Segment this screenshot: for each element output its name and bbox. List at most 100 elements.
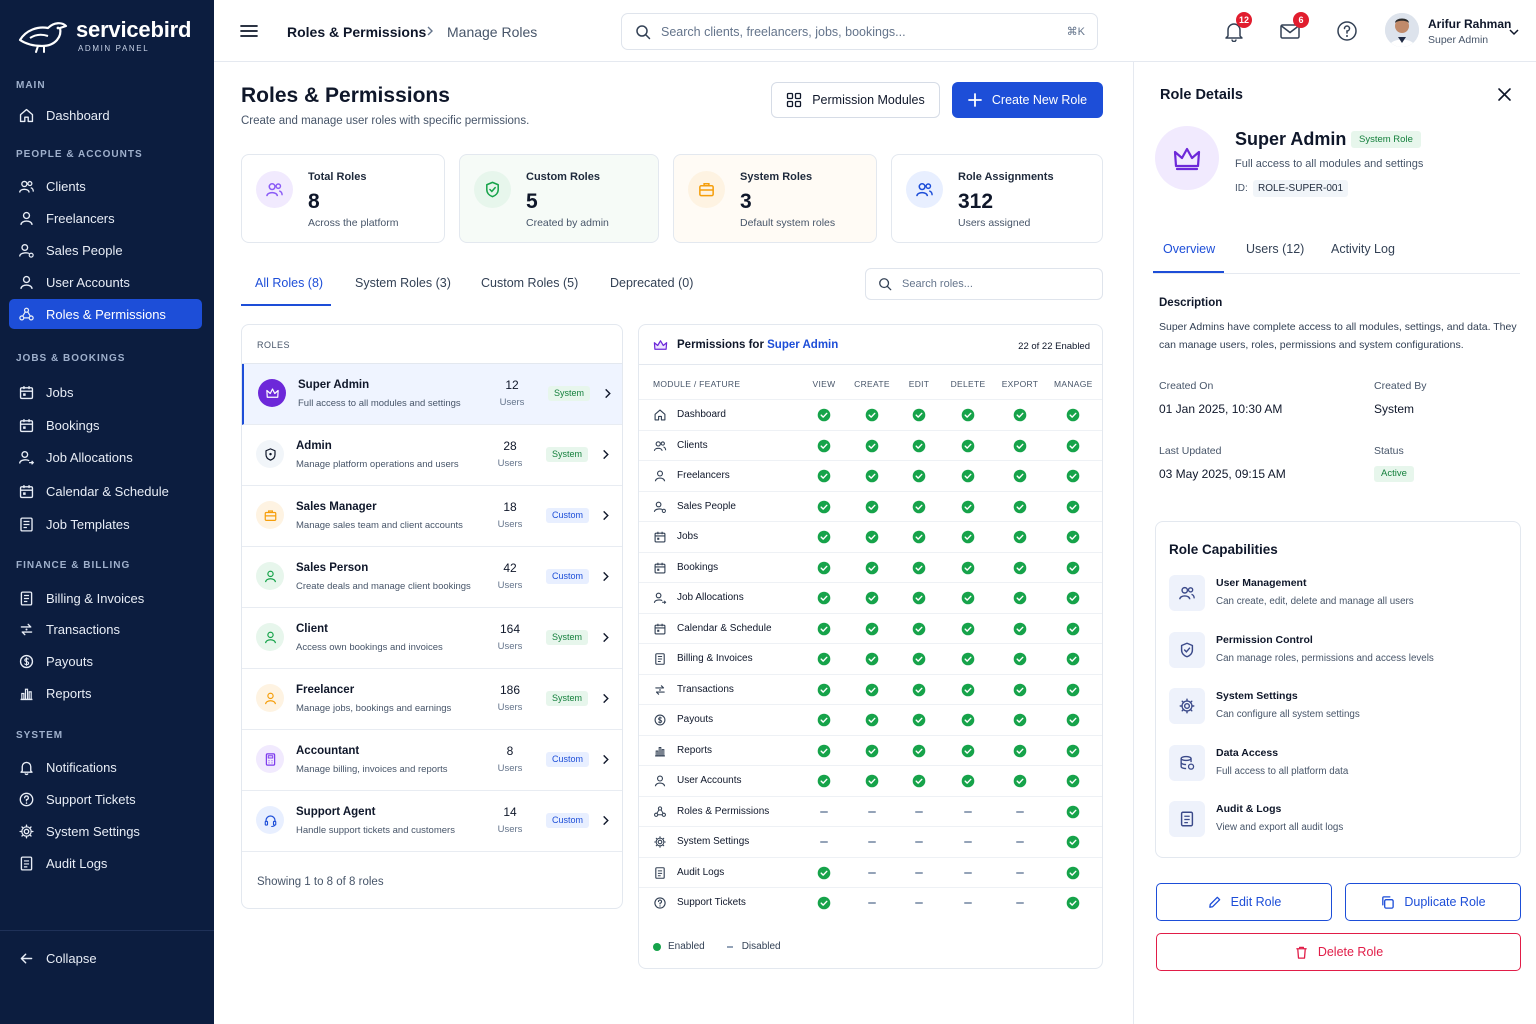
export-enabled-check-icon[interactable] [1013, 561, 1027, 575]
edit-enabled-check-icon[interactable] [912, 591, 926, 605]
view-enabled-check-icon[interactable] [817, 683, 831, 697]
delete-enabled-check-icon[interactable] [961, 561, 975, 575]
role-row-sales-person[interactable]: Sales Person Create deals and manage clie… [242, 547, 622, 608]
create-role-button[interactable]: Create New Role [952, 82, 1103, 118]
create-disabled-dash[interactable] [868, 902, 876, 904]
role-row-support-agent[interactable]: Support Agent Handle support tickets and … [242, 791, 622, 852]
tab-users[interactable]: Users (12) [1246, 242, 1305, 256]
edit-enabled-check-icon[interactable] [912, 652, 926, 666]
edit-role-button[interactable]: Edit Role [1156, 883, 1332, 921]
chevron-right-icon[interactable] [600, 449, 611, 460]
delete-enabled-check-icon[interactable] [961, 408, 975, 422]
export-enabled-check-icon[interactable] [1013, 774, 1027, 788]
manage-enabled-check-icon[interactable] [1066, 469, 1080, 483]
edit-disabled-dash[interactable] [915, 902, 923, 904]
view-enabled-check-icon[interactable] [817, 408, 831, 422]
tab-deprecated[interactable]: Deprecated (0) [610, 276, 694, 290]
help-icon[interactable] [1336, 20, 1358, 42]
view-enabled-check-icon[interactable] [817, 744, 831, 758]
view-disabled-dash[interactable] [820, 810, 828, 813]
export-disabled-dash[interactable] [1016, 902, 1024, 904]
delete-enabled-check-icon[interactable] [961, 530, 975, 544]
create-enabled-check-icon[interactable] [865, 439, 879, 453]
collapse-button[interactable]: Collapse [9, 943, 202, 973]
manage-enabled-check-icon[interactable] [1066, 622, 1080, 636]
delete-role-button[interactable]: Delete Role [1156, 933, 1521, 971]
edit-enabled-check-icon[interactable] [912, 713, 926, 727]
sidebar-item-system-settings[interactable]: System Settings [9, 816, 202, 846]
export-enabled-check-icon[interactable] [1013, 683, 1027, 697]
role-row-client[interactable]: Client Access own bookings and invoices 16… [242, 608, 622, 669]
breadcrumb-roles-permissions[interactable]: Roles & Permissions [287, 24, 427, 40]
sidebar-item-dashboard[interactable]: Dashboard [9, 100, 202, 130]
view-enabled-check-icon[interactable] [817, 439, 831, 453]
view-enabled-check-icon[interactable] [817, 896, 831, 910]
manage-enabled-check-icon[interactable] [1066, 683, 1080, 697]
manage-enabled-check-icon[interactable] [1066, 500, 1080, 514]
delete-disabled-dash[interactable] [964, 841, 972, 843]
create-enabled-check-icon[interactable] [865, 652, 879, 666]
delete-enabled-check-icon[interactable] [961, 469, 975, 483]
create-enabled-check-icon[interactable] [865, 591, 879, 605]
sidebar-item-user-accounts[interactable]: User Accounts [9, 267, 202, 297]
sidebar-item-payouts[interactable]: Payouts [9, 646, 202, 676]
delete-enabled-check-icon[interactable] [961, 622, 975, 636]
permission-modules-button[interactable]: Permission Modules [771, 82, 940, 118]
edit-disabled-dash[interactable] [915, 841, 923, 843]
tab-system-roles[interactable]: System Roles (3) [355, 276, 451, 290]
export-enabled-check-icon[interactable] [1013, 652, 1027, 666]
sidebar-item-roles-and-permissions[interactable]: Roles & Permissions [9, 299, 202, 329]
roles-search-input[interactable] [902, 278, 1092, 290]
create-enabled-check-icon[interactable] [865, 744, 879, 758]
delete-enabled-check-icon[interactable] [961, 591, 975, 605]
edit-disabled-dash[interactable] [915, 871, 923, 874]
export-enabled-check-icon[interactable] [1013, 744, 1027, 758]
create-enabled-check-icon[interactable] [865, 774, 879, 788]
role-row-freelancer[interactable]: Freelancer Manage jobs, bookings and earn… [242, 669, 622, 730]
export-enabled-check-icon[interactable] [1013, 439, 1027, 453]
sidebar-item-job-allocations[interactable]: Job Allocations [9, 442, 202, 472]
manage-enabled-check-icon[interactable] [1066, 744, 1080, 758]
chevron-right-icon[interactable] [600, 754, 611, 765]
edit-enabled-check-icon[interactable] [912, 530, 926, 544]
edit-enabled-check-icon[interactable] [912, 744, 926, 758]
sidebar-item-reports[interactable]: Reports [9, 678, 202, 708]
edit-disabled-dash[interactable] [915, 810, 923, 813]
create-enabled-check-icon[interactable] [865, 561, 879, 575]
create-disabled-dash[interactable] [868, 871, 876, 874]
sidebar-item-billing-and-invoices[interactable]: Billing & Invoices [9, 583, 202, 613]
export-enabled-check-icon[interactable] [1013, 713, 1027, 727]
view-enabled-check-icon[interactable] [817, 591, 831, 605]
export-disabled-dash[interactable] [1016, 871, 1024, 874]
duplicate-role-button[interactable]: Duplicate Role [1345, 883, 1521, 921]
avatar[interactable] [1385, 13, 1419, 47]
sidebar-item-clients[interactable]: Clients [9, 171, 202, 201]
manage-enabled-check-icon[interactable] [1066, 530, 1080, 544]
delete-disabled-dash[interactable] [964, 871, 972, 874]
sidebar-item-calendar-and-schedule[interactable]: Calendar & Schedule [9, 476, 202, 506]
export-disabled-dash[interactable] [1016, 810, 1024, 813]
manage-enabled-check-icon[interactable] [1066, 591, 1080, 605]
create-enabled-check-icon[interactable] [865, 713, 879, 727]
sidebar-item-transactions[interactable]: Transactions [9, 614, 202, 644]
sidebar-item-sales-people[interactable]: Sales People [9, 235, 202, 265]
chevron-right-icon[interactable] [600, 632, 611, 643]
sidebar-item-jobs[interactable]: Jobs [9, 377, 202, 407]
manage-enabled-check-icon[interactable] [1066, 408, 1080, 422]
delete-enabled-check-icon[interactable] [961, 713, 975, 727]
edit-enabled-check-icon[interactable] [912, 561, 926, 575]
manage-enabled-check-icon[interactable] [1066, 835, 1080, 849]
global-search[interactable]: ⌘K [621, 13, 1098, 50]
edit-enabled-check-icon[interactable] [912, 683, 926, 697]
chevron-right-icon[interactable] [602, 388, 613, 399]
edit-enabled-check-icon[interactable] [912, 439, 926, 453]
tab-overview[interactable]: Overview [1163, 242, 1216, 256]
manage-enabled-check-icon[interactable] [1066, 713, 1080, 727]
chevron-down-icon[interactable] [1508, 26, 1520, 38]
view-enabled-check-icon[interactable] [817, 469, 831, 483]
create-enabled-check-icon[interactable] [865, 500, 879, 514]
manage-enabled-check-icon[interactable] [1066, 866, 1080, 880]
sidebar-item-bookings[interactable]: Bookings [9, 410, 202, 440]
chevron-right-icon[interactable] [600, 510, 611, 521]
global-search-input[interactable] [661, 24, 1041, 39]
